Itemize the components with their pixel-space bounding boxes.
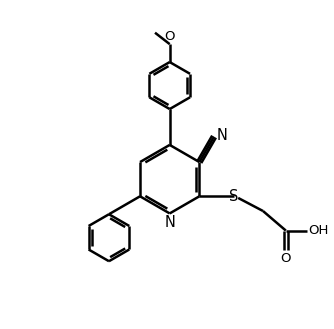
Text: N: N xyxy=(164,215,175,230)
Text: O: O xyxy=(281,252,291,265)
Text: O: O xyxy=(164,30,175,43)
Text: N: N xyxy=(216,128,227,143)
Text: S: S xyxy=(229,189,238,204)
Text: OH: OH xyxy=(308,224,329,237)
